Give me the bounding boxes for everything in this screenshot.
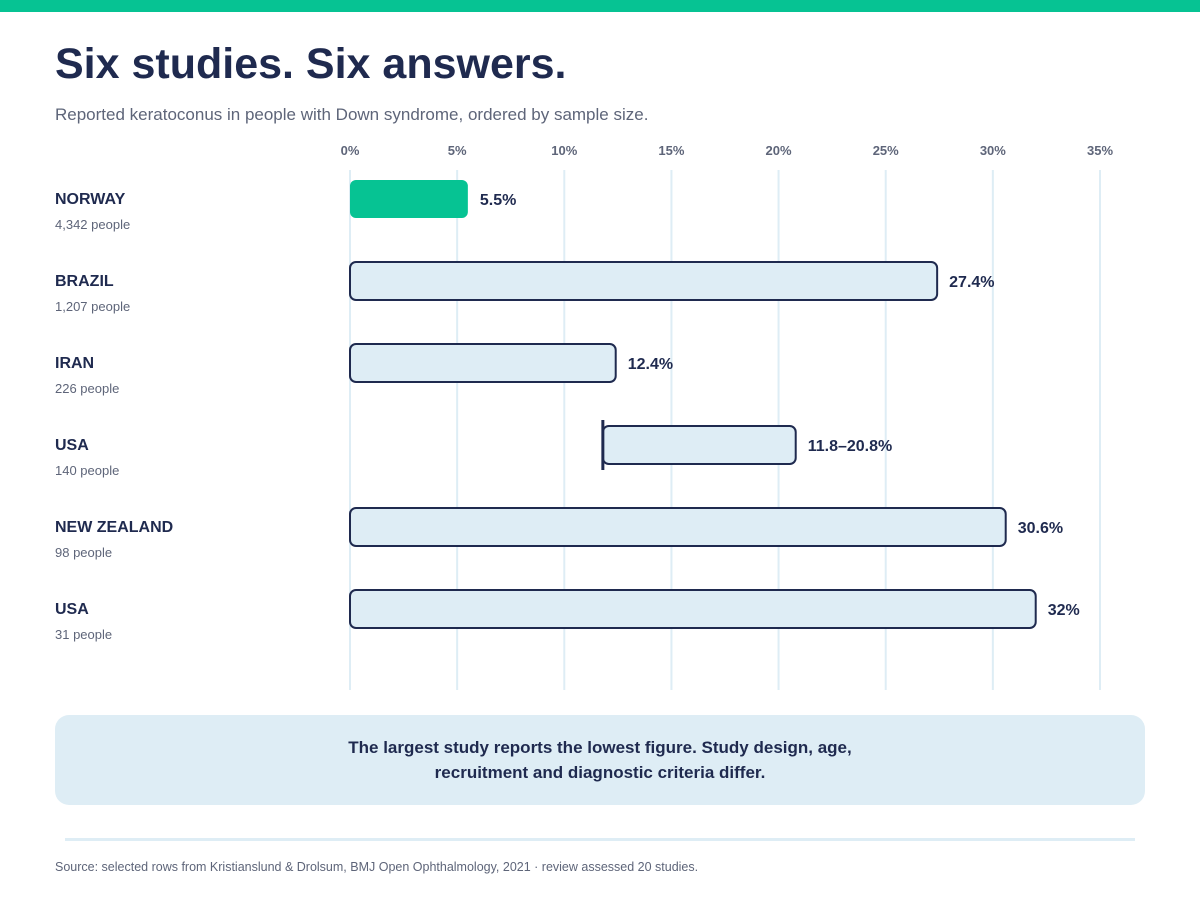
top-accent-bar [0,0,1200,12]
x-tick-label: 30% [980,143,1006,158]
bar-chart: 0% 5% 10% 15% 20% 25% 30% 35% NORWAY 4,342 people… [55,143,1113,690]
row-country-label: NORWAY [55,191,126,208]
row-sample-size: 140 people [55,463,119,478]
page-title: Six studies. Six answers. [55,40,567,88]
x-tick-label: 35% [1087,143,1113,158]
bar-value-label: 30.6% [1018,520,1063,537]
callout-line-1: The largest study reports the lowest fig… [348,738,852,757]
x-tick-label: 25% [873,143,899,158]
footer-divider [65,838,1135,841]
row-country-label: USA [55,601,89,618]
row-sample-size: 226 people [55,381,119,396]
bar [349,261,939,301]
bar [349,343,617,383]
source-note: Source: selected rows from Kristianslund… [55,860,699,874]
row-country-label: USA [55,437,89,454]
row-country-label: BRAZIL [55,273,114,290]
row-country-label: NEW ZEALAND [55,519,173,536]
row-country-label: IRAN [55,355,94,372]
row-sample-size: 98 people [55,545,112,560]
bar-value-label: 11.8–20.8% [808,438,893,455]
x-tick-label: 20% [766,143,792,158]
x-tick-label: 0% [341,143,360,158]
row-sample-size: 1,207 people [55,299,130,314]
row-sample-size: 31 people [55,627,112,642]
bar [349,507,1007,547]
x-tick-label: 5% [448,143,467,158]
bar-value-label: 5.5% [480,192,516,209]
bar [601,425,797,465]
x-tick-label: 10% [551,143,577,158]
bar-value-label: 32% [1048,602,1080,619]
bar [349,589,1037,629]
bar-value-label: 12.4% [628,356,673,373]
row-sample-size: 4,342 people [55,217,130,232]
callout-line-2: recruitment and diagnostic criteria diff… [434,763,766,782]
bar-value-label: 27.4% [949,274,994,291]
callout-box: The largest study reports the lowest fig… [55,715,1145,805]
bar [350,180,468,218]
page-subtitle: Reported keratoconus in people with Down… [55,105,649,124]
x-tick-label: 15% [658,143,684,158]
